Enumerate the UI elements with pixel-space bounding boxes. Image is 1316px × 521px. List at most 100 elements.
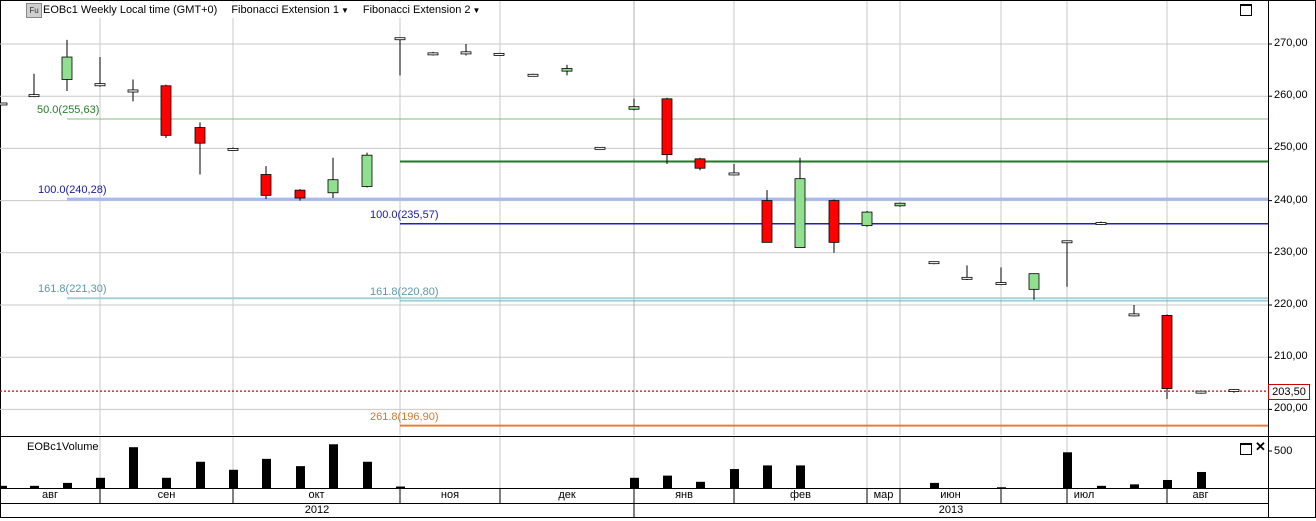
volume-bar[interactable] [1130,484,1139,488]
candle-body[interactable] [160,85,172,136]
volume-axis-tick: 500 [1274,445,1293,457]
volume-bar[interactable] [96,477,105,488]
maximize-icon[interactable] [1240,4,1252,16]
chevron-down-icon[interactable]: ▼ [340,6,349,15]
candle-body[interactable] [493,52,505,56]
candle-body[interactable] [828,200,840,243]
candle-body[interactable] [995,282,1007,285]
candle-body[interactable] [94,83,106,87]
candle-body[interactable] [194,127,206,144]
candle-body[interactable] [1161,315,1173,389]
year-label: 2013 [938,504,964,516]
volume-panel-title: EOBc1Volume [27,441,99,453]
volume-bar[interactable] [1097,485,1106,488]
instrument-badge[interactable]: Fu [26,3,42,18]
candle-body[interactable] [728,172,740,176]
volume-bar[interactable] [1063,452,1072,488]
candle-body[interactable] [861,211,873,227]
candle-body[interactable] [561,68,573,72]
month-label: фев [789,489,811,501]
fib-level-label: 161.8(220,80) [370,285,439,298]
restore-icon[interactable] [1240,443,1252,455]
candle-body[interactable] [294,189,306,199]
price-tick-label: 240,00 [1274,193,1308,206]
study-dropdown-1[interactable]: Fibonacci Extension 1 ▼ [231,4,349,16]
volume-bar[interactable] [930,482,939,488]
volume-bar[interactable] [696,481,705,488]
volume-bar[interactable] [63,482,72,488]
candle-body[interactable] [394,37,406,41]
price-tick-label: 260,00 [1274,89,1308,102]
price-tick-label: 200,00 [1274,402,1308,415]
candle-body[interactable] [628,106,640,110]
candle-body[interactable] [894,202,906,207]
volume-bar[interactable] [229,469,238,488]
price-tick-label: 230,00 [1274,245,1308,258]
volume-bar[interactable] [262,458,271,488]
volume-bar[interactable] [730,469,739,488]
month-label: дек [558,489,576,501]
candle-body[interactable] [761,200,773,243]
fib-level-label: 161.8(221,30) [38,283,107,296]
month-label: янв [675,489,693,501]
candle-body[interactable] [0,102,8,106]
month-label: авг [1192,489,1209,501]
volume-bar[interactable] [162,477,171,488]
price-tick-label: 250,00 [1274,141,1308,154]
candle-body[interactable] [327,179,339,194]
volume-bar[interactable] [997,487,1006,488]
candle-body[interactable] [594,146,606,150]
fib-level-label: 50.0(255,63) [37,104,100,116]
candle-body[interactable] [1095,222,1107,225]
candle-body[interactable] [427,52,439,56]
volume-bar[interactable] [0,485,7,488]
month-label: июн [940,489,961,501]
candle-body[interactable] [1061,240,1073,244]
candle-body[interactable] [928,261,940,265]
study-dropdown-2[interactable]: Fibonacci Extension 2 ▼ [362,4,481,16]
chart-header: EOBc1 Weekly Local time (GMT+0) Fibonacc… [43,2,481,18]
volume-bar[interactable] [30,485,39,488]
volume-bar[interactable] [630,477,639,488]
price-tick-label: 270,00 [1274,37,1308,49]
candle-body[interactable] [961,276,973,280]
volume-bar[interactable] [296,466,305,488]
volume-bar[interactable] [196,461,205,488]
volume-bar[interactable] [796,465,805,488]
fib-level-label: 100.0(235,57) [370,208,439,221]
month-label: июл [1073,489,1095,501]
price-tick-label: 220,00 [1274,298,1308,310]
volume-bar[interactable] [663,475,672,488]
candle-body[interactable] [661,98,673,156]
volume-bar[interactable] [1197,471,1206,488]
candle-body[interactable] [361,154,373,187]
close-icon[interactable]: ✕ [1255,439,1266,454]
month-label: окт [308,489,325,501]
candle-body[interactable] [1228,389,1240,392]
candle-body[interactable] [260,174,272,196]
volume-bar[interactable] [129,447,138,488]
candle-body[interactable] [527,73,539,77]
candle-body[interactable] [460,51,472,55]
candle-body[interactable] [227,147,239,151]
candle-body[interactable] [1028,273,1040,290]
candle-body[interactable] [61,56,73,80]
volume-bar[interactable] [329,444,338,488]
candle-body[interactable] [127,89,139,93]
chevron-down-icon[interactable]: ▼ [472,6,481,15]
last-price-badge: 203,50 [1268,384,1310,400]
fib-level-label: 100.0(240,28) [38,184,107,197]
candle-body[interactable] [694,158,706,169]
candle-body[interactable] [1128,313,1140,317]
volume-bar[interactable] [1163,479,1172,488]
volume-bar[interactable] [763,465,772,488]
candle-body[interactable] [1195,390,1207,394]
month-label: авг [42,489,58,501]
candle-body[interactable] [28,94,40,98]
volume-bar[interactable] [363,461,372,488]
month-label: сен [157,489,176,501]
instrument-title: EOBc1 Weekly Local time (GMT+0) [43,4,218,16]
candle-body[interactable] [794,178,806,248]
volume-bar[interactable] [396,486,405,488]
